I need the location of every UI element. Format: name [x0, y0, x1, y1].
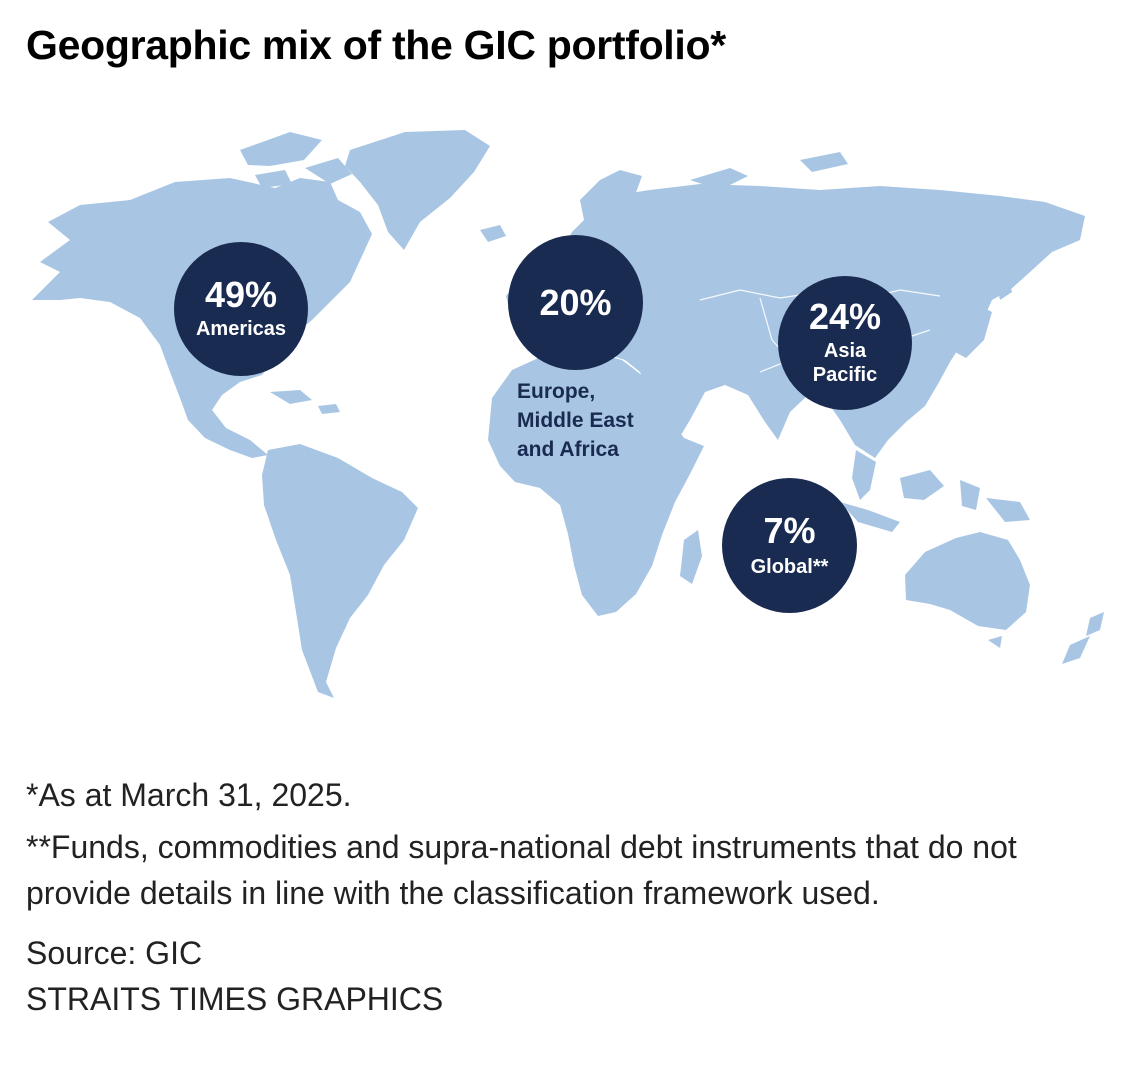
region-bubble-asia-pacific: 24% Asia Pacific — [778, 276, 912, 410]
japan — [955, 276, 1012, 358]
arctic-russia-islands — [690, 152, 848, 190]
footnote-global: **Funds, commodities and supra-national … — [26, 829, 1017, 911]
region-label-americas: Americas — [195, 318, 287, 340]
scandinavia — [580, 170, 642, 244]
africa-landmass — [488, 350, 704, 616]
region-bubble-global: 7% Global** — [722, 478, 857, 613]
caribbean — [270, 390, 340, 414]
world-map — [32, 130, 1104, 698]
region-label-global: Global** — [750, 555, 829, 578]
region-label-emea-line-1: Europe, — [517, 380, 596, 403]
south-america-landmass — [262, 444, 418, 698]
region-percent-global: 7% — [763, 509, 816, 551]
region-percent-asia-pacific: 24% — [808, 296, 882, 337]
source-line: Source: GIC — [26, 935, 203, 971]
region-percent-emea: 20% — [539, 281, 612, 323]
region-label-emea: Europe, Middle East and Africa — [517, 377, 634, 464]
credit-line: STRAITS TIMES GRAPHICS — [26, 981, 444, 1017]
region-bubble-emea: 20% — [508, 235, 643, 370]
new-zealand — [1062, 612, 1104, 664]
footnotes: *As at March 31, 2025. **Funds, commodit… — [26, 772, 1116, 1022]
australia — [905, 532, 1030, 648]
chart-title: Geographic mix of the GIC portfolio* — [26, 22, 726, 68]
region-bubble-americas: 49% Americas — [174, 242, 308, 376]
region-percent-americas: 49% — [204, 274, 278, 315]
arctic-islands — [240, 132, 352, 188]
madagascar — [680, 530, 702, 584]
greenland — [345, 130, 490, 250]
southeast-asia — [840, 450, 1030, 532]
region-label-asia-pacific-line-2: Pacific — [812, 364, 878, 386]
region-label-emea-line-2: Middle East — [517, 409, 634, 432]
footnote-as-at: *As at March 31, 2025. — [26, 777, 352, 813]
iceland — [480, 225, 506, 242]
region-label-emea-line-3: and Africa — [517, 438, 619, 461]
region-label-asia-pacific-line-1: Asia — [823, 340, 867, 362]
